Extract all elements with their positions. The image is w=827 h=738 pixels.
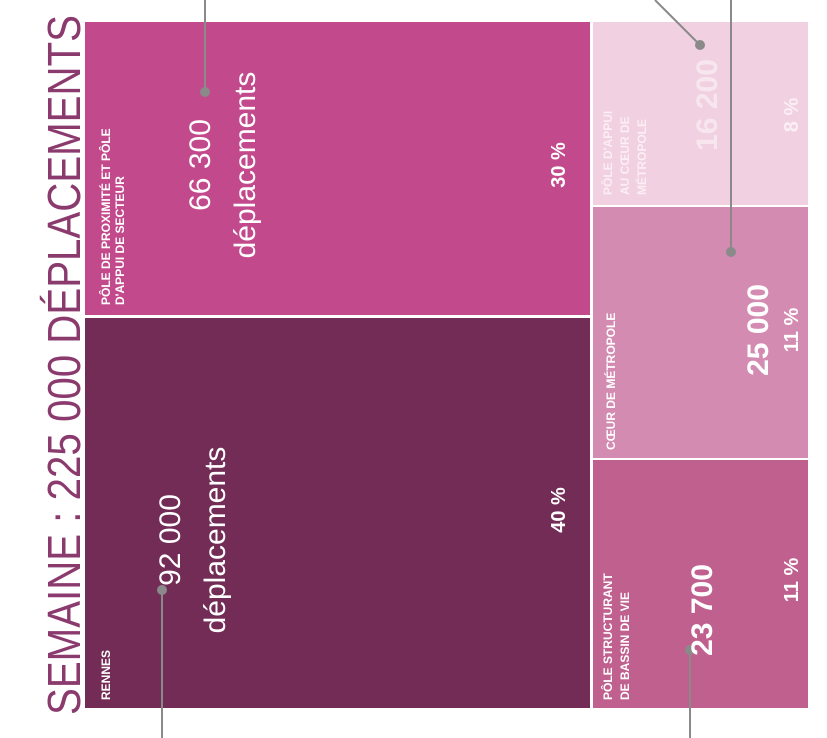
block-label: AU CŒUR DE <box>618 116 632 195</box>
block-value: 16 200 <box>691 59 724 151</box>
block-label: D'APPUI DE SECTEUR <box>113 176 127 305</box>
block-percent: 8 % <box>781 98 803 133</box>
block-percent: 30 % <box>548 142 570 188</box>
block-value: déplacements <box>199 447 232 634</box>
block-label: PÔLE DE PROXIMITÉ ET PÔLE <box>98 128 113 305</box>
block-value: 66 300 <box>184 119 217 211</box>
block-label: DE BASSIN DE VIE <box>618 592 632 700</box>
block-value: déplacements <box>229 72 262 259</box>
block-label: PÔLE STRUCTURANT <box>600 573 615 700</box>
block-structurant <box>593 460 808 708</box>
block-label: CŒUR DE MÉTROPOLE <box>603 313 618 450</box>
block-proximite <box>85 22 590 315</box>
leader-lines <box>157 0 736 738</box>
block-percent: 11 % <box>781 558 803 603</box>
title: SEMAINE : 225 000 DÉPLACEMENTS <box>38 15 90 715</box>
block-value: 25 000 <box>742 284 775 376</box>
block-value: 23 700 <box>686 564 719 656</box>
block-label: RENNES <box>99 650 113 700</box>
block-value: 92 000 <box>154 494 187 586</box>
block-label: MÉTROPOLE <box>634 119 649 195</box>
block-appui-coeur <box>593 22 808 205</box>
block-rennes <box>85 318 590 708</box>
block-percent: 11 % <box>781 308 803 353</box>
block-percent: 40 % <box>548 487 570 533</box>
block-label: PÔLE D'APPUI <box>600 111 615 195</box>
block-coeur <box>593 207 808 458</box>
